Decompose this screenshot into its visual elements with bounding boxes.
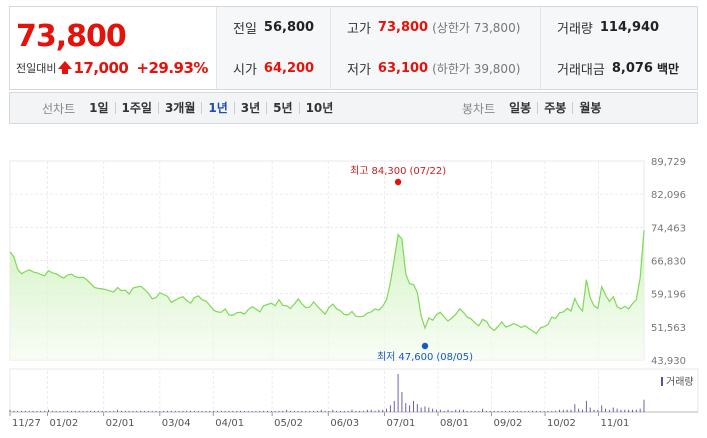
candle-chart-label: 봉차트 [462,101,496,116]
low-annotation-value: 47,600 [398,352,433,363]
price-line [9,230,645,335]
price-change: 전일대비 17,000 +29.93% [16,59,208,77]
x-tick-label: 06/03 [330,418,359,429]
high-annotation-label: 최고 [350,165,368,177]
high-annotation: 최고 84,300 (07/22) [350,165,446,177]
x-tick-label: 03/04 [162,418,191,429]
candle-period-tab[interactable]: 주봉 [538,102,574,114]
stat-cell: 전일 56,800 [217,7,330,48]
period-tab[interactable]: 3개월 [159,102,203,114]
stat-label: 거래량 [557,22,593,37]
x-tick-label: 09/02 [494,418,523,429]
stat-label: 저가 [347,63,371,78]
x-tick-label: 04/01 [215,418,244,429]
y-tick-label: 59,196 [651,290,686,301]
stat-limit-price: (하한가 39,800) [432,62,521,76]
period-tab[interactable]: 10년 [305,101,334,115]
change-label: 전일대비 [16,62,57,75]
stat-unit: 백만 [656,62,680,76]
candle-period-tab[interactable]: 월봉 [579,101,602,115]
change-percent: +29.93% [136,59,208,77]
period-tab[interactable]: 3년 [235,102,268,114]
chart-period-toolbar: 선차트 1일 1주일 3개월 1년 3년 5년 10년 봉차트 일봉 주봉 월봉 [9,92,698,124]
stats-grid: 전일 56,800 고가 73,800 (상한가 73,800) 거래량 114,940 시가… [217,7,697,89]
low-annotation: 최저 47,600 (08/05) [377,351,473,363]
quote-panel: 73,800 전일대비 17,000 +29.93% 전일 56,800 고가 73,… [9,6,698,90]
period-tab[interactable]: 1주일 [116,102,159,114]
x-tick-label: 01/02 [49,418,78,429]
volume-legend-swatch [661,377,663,386]
candle-period-tab[interactable]: 일봉 [503,102,539,114]
high-annotation-date: (07/22) [409,166,446,177]
stat-label: 고가 [347,22,371,37]
low-annotation-label: 최저 [377,351,395,363]
y-tick-label: 74,463 [651,223,686,234]
current-price-box: 73,800 전일대비 17,000 +29.93% [10,7,217,89]
period-tab[interactable]: 5년 [267,102,300,114]
low-marker [421,342,429,350]
candle-chart-periods: 봉차트 일봉 주봉 월봉 [462,93,607,123]
x-tick-label: 11/01 [601,418,630,429]
volume-frame [9,368,699,413]
y-tick-label: 82,096 [651,190,686,201]
x-tick-label: 08/01 [440,418,469,429]
low-annotation-date: (08/05) [436,352,473,363]
stat-limit-price: (상한가 73,800) [432,21,521,35]
stat-value: 8,076 [611,61,653,76]
stat-cell: 거래대금 8,076 백만 [540,48,697,89]
up-arrow-icon [58,61,73,75]
stat-value: 73,800 [377,20,429,35]
high-annotation-value: 84,300 [371,166,406,177]
stat-cell: 거래량 114,940 [540,7,697,48]
volume-legend-label: 거래량 [666,376,694,388]
y-tick-label: 43,930 [651,356,686,367]
stat-cell: 고가 73,800 (상한가 73,800) [330,7,540,48]
stat-label: 시가 [233,63,257,78]
line-chart-label: 선차트 [42,101,76,116]
period-tab[interactable]: 1일 [83,102,116,114]
high-marker [394,178,402,186]
x-tick-label: 02/01 [106,418,135,429]
x-tick-label: 11/27 [12,418,41,429]
y-tick-label: 51,563 [651,323,686,334]
x-tick-label: 05/02 [274,418,303,429]
y-tick-label: 89,729 [651,157,686,168]
stat-value: 56,800 [263,20,315,35]
y-tick-label: 66,830 [651,257,686,268]
stat-value: 63,100 [377,61,429,76]
stat-value: 114,940 [599,20,660,35]
line-chart-periods: 선차트 1일 1주일 3개월 1년 3년 5년 10년 [42,93,339,123]
period-tab[interactable]: 1년 [202,102,235,114]
stat-label: 거래대금 [557,63,605,78]
price-area-fill [10,230,644,360]
change-amount: 17,000 [73,59,129,77]
x-tick-label: 07/01 [387,418,416,429]
stat-cell: 저가 63,100 (하한가 39,800) [330,48,540,89]
current-price: 73,800 [16,19,127,54]
stat-value: 64,200 [263,61,315,76]
stat-label: 전일 [233,22,257,37]
x-tick-label: 10/02 [547,418,576,429]
stat-cell: 시가 64,200 [217,48,330,89]
